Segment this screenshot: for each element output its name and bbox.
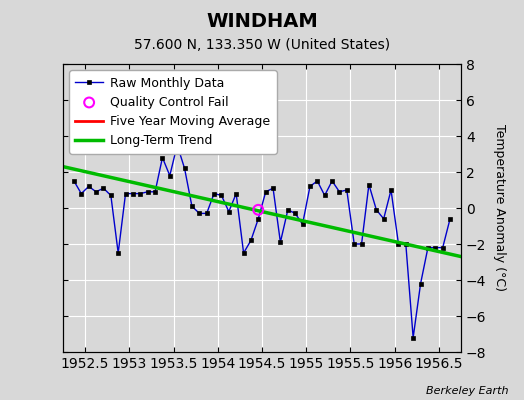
- Y-axis label: Temperature Anomaly (°C): Temperature Anomaly (°C): [493, 124, 506, 292]
- Raw Monthly Data: [100, 186, 106, 190]
- Quality Control Fail: [254, 206, 263, 213]
- Line: Raw Monthly Data: Raw Monthly Data: [72, 143, 452, 340]
- Text: 57.600 N, 133.350 W (United States): 57.600 N, 133.350 W (United States): [134, 38, 390, 52]
- Raw Monthly Data: [447, 216, 453, 221]
- Raw Monthly Data: [211, 191, 217, 196]
- Raw Monthly Data: [71, 178, 77, 183]
- Text: Berkeley Earth: Berkeley Earth: [426, 386, 508, 396]
- Raw Monthly Data: [307, 184, 313, 189]
- Raw Monthly Data: [174, 142, 180, 147]
- Text: WINDHAM: WINDHAM: [206, 12, 318, 31]
- Legend: Raw Monthly Data, Quality Control Fail, Five Year Moving Average, Long-Term Tren: Raw Monthly Data, Quality Control Fail, …: [69, 70, 277, 154]
- Raw Monthly Data: [255, 216, 261, 221]
- Raw Monthly Data: [322, 193, 328, 198]
- Raw Monthly Data: [277, 240, 283, 244]
- Raw Monthly Data: [410, 335, 416, 340]
